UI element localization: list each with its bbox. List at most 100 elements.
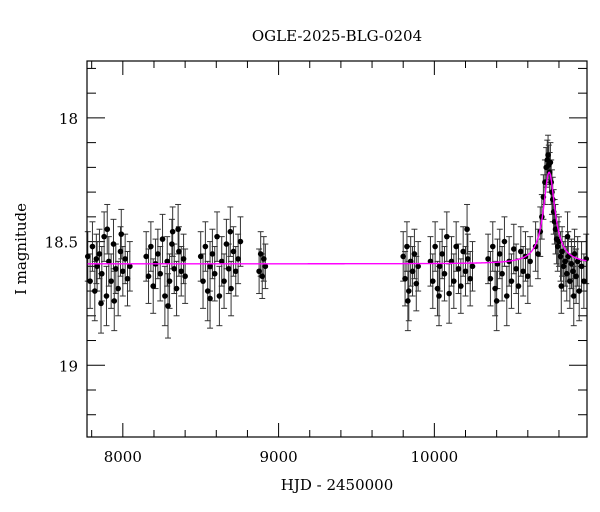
data-point	[230, 248, 237, 255]
data-point	[525, 273, 531, 280]
data-point	[165, 303, 171, 309]
data-point	[499, 270, 505, 277]
data-point	[578, 263, 585, 270]
data-point	[462, 268, 469, 275]
data-point	[150, 283, 156, 289]
data-point	[169, 228, 176, 235]
data-point	[182, 273, 188, 280]
data-point	[570, 268, 576, 275]
data-point	[89, 243, 96, 250]
y-tick-labels: 18 18.5 19	[45, 110, 78, 375]
x-axis-label: HJD - 2450000	[281, 476, 394, 494]
data-point	[111, 298, 118, 304]
data-point	[487, 275, 494, 282]
data-point	[549, 196, 556, 203]
data-point	[180, 256, 187, 262]
data-point	[256, 268, 262, 275]
data-point	[227, 228, 234, 235]
data-point	[513, 265, 519, 272]
data-point	[570, 293, 577, 299]
y-tick-label: 18.5	[45, 234, 78, 252]
plot-area	[84, 60, 590, 438]
data-point	[209, 251, 216, 257]
data-point	[200, 278, 206, 284]
data-point	[501, 238, 508, 245]
data-point	[485, 256, 491, 262]
data-point	[173, 285, 180, 292]
data-point	[434, 285, 441, 292]
model-curve	[87, 171, 588, 265]
data-point	[94, 263, 100, 270]
data-point	[204, 288, 211, 294]
data-point	[562, 258, 568, 265]
data-point	[560, 263, 567, 270]
axis-ticks	[87, 61, 587, 437]
data-point	[469, 263, 476, 270]
data-point	[453, 243, 459, 250]
y-axis-label: I magnitude	[12, 203, 30, 295]
data-point	[164, 258, 171, 265]
data-point	[545, 152, 551, 158]
data-point	[405, 298, 411, 304]
data-point	[178, 268, 185, 275]
data-point	[567, 278, 573, 284]
data-point	[214, 233, 220, 240]
data-point	[101, 233, 107, 240]
data-point	[518, 248, 524, 255]
data-point	[464, 226, 470, 233]
data-point	[558, 283, 565, 289]
data-point	[451, 278, 457, 284]
data-point	[460, 248, 466, 255]
data-point	[228, 285, 234, 292]
data-point	[458, 283, 464, 289]
data-point	[120, 268, 126, 275]
data-point	[535, 251, 541, 257]
data-point	[400, 253, 406, 260]
data-point	[515, 283, 522, 289]
data-point	[402, 275, 408, 282]
data-point	[492, 285, 498, 292]
data-errorbars	[84, 134, 590, 339]
data-point	[257, 251, 264, 257]
data-point	[103, 293, 110, 299]
data-point	[411, 251, 418, 257]
data-point	[571, 251, 578, 257]
chart-title: OGLE-2025-BLG-0204	[252, 27, 422, 45]
data-point	[225, 265, 232, 272]
data-point	[113, 265, 119, 272]
data-point	[118, 231, 125, 237]
data-point	[573, 273, 579, 280]
data-point	[235, 256, 241, 262]
data-point	[169, 241, 175, 247]
data-point	[221, 278, 227, 284]
data-point	[218, 258, 225, 265]
data-point	[552, 226, 559, 233]
data-point	[98, 300, 104, 307]
data-point	[96, 251, 103, 257]
data-point	[444, 233, 450, 240]
data-point	[157, 270, 164, 277]
data-point	[145, 273, 152, 280]
data-point	[108, 278, 114, 284]
data-point	[87, 278, 93, 284]
data-point	[127, 263, 133, 270]
data-point	[503, 293, 510, 299]
data-point	[557, 253, 564, 260]
data-point	[547, 159, 554, 166]
data-point	[439, 251, 445, 257]
data-point	[110, 241, 117, 247]
x-tick-label: 8000	[104, 448, 142, 466]
data-point	[166, 278, 173, 284]
data-point	[106, 258, 112, 265]
y-tick-label: 19	[59, 357, 78, 375]
y-tick-label: 18	[59, 110, 78, 128]
data-point	[171, 265, 178, 272]
data-point	[124, 275, 131, 282]
data-point	[563, 270, 570, 277]
data-point	[162, 293, 168, 299]
data-point	[455, 265, 462, 272]
data-point	[406, 288, 412, 294]
data-point	[176, 248, 182, 255]
data-point	[564, 233, 571, 240]
data-point	[437, 263, 443, 270]
